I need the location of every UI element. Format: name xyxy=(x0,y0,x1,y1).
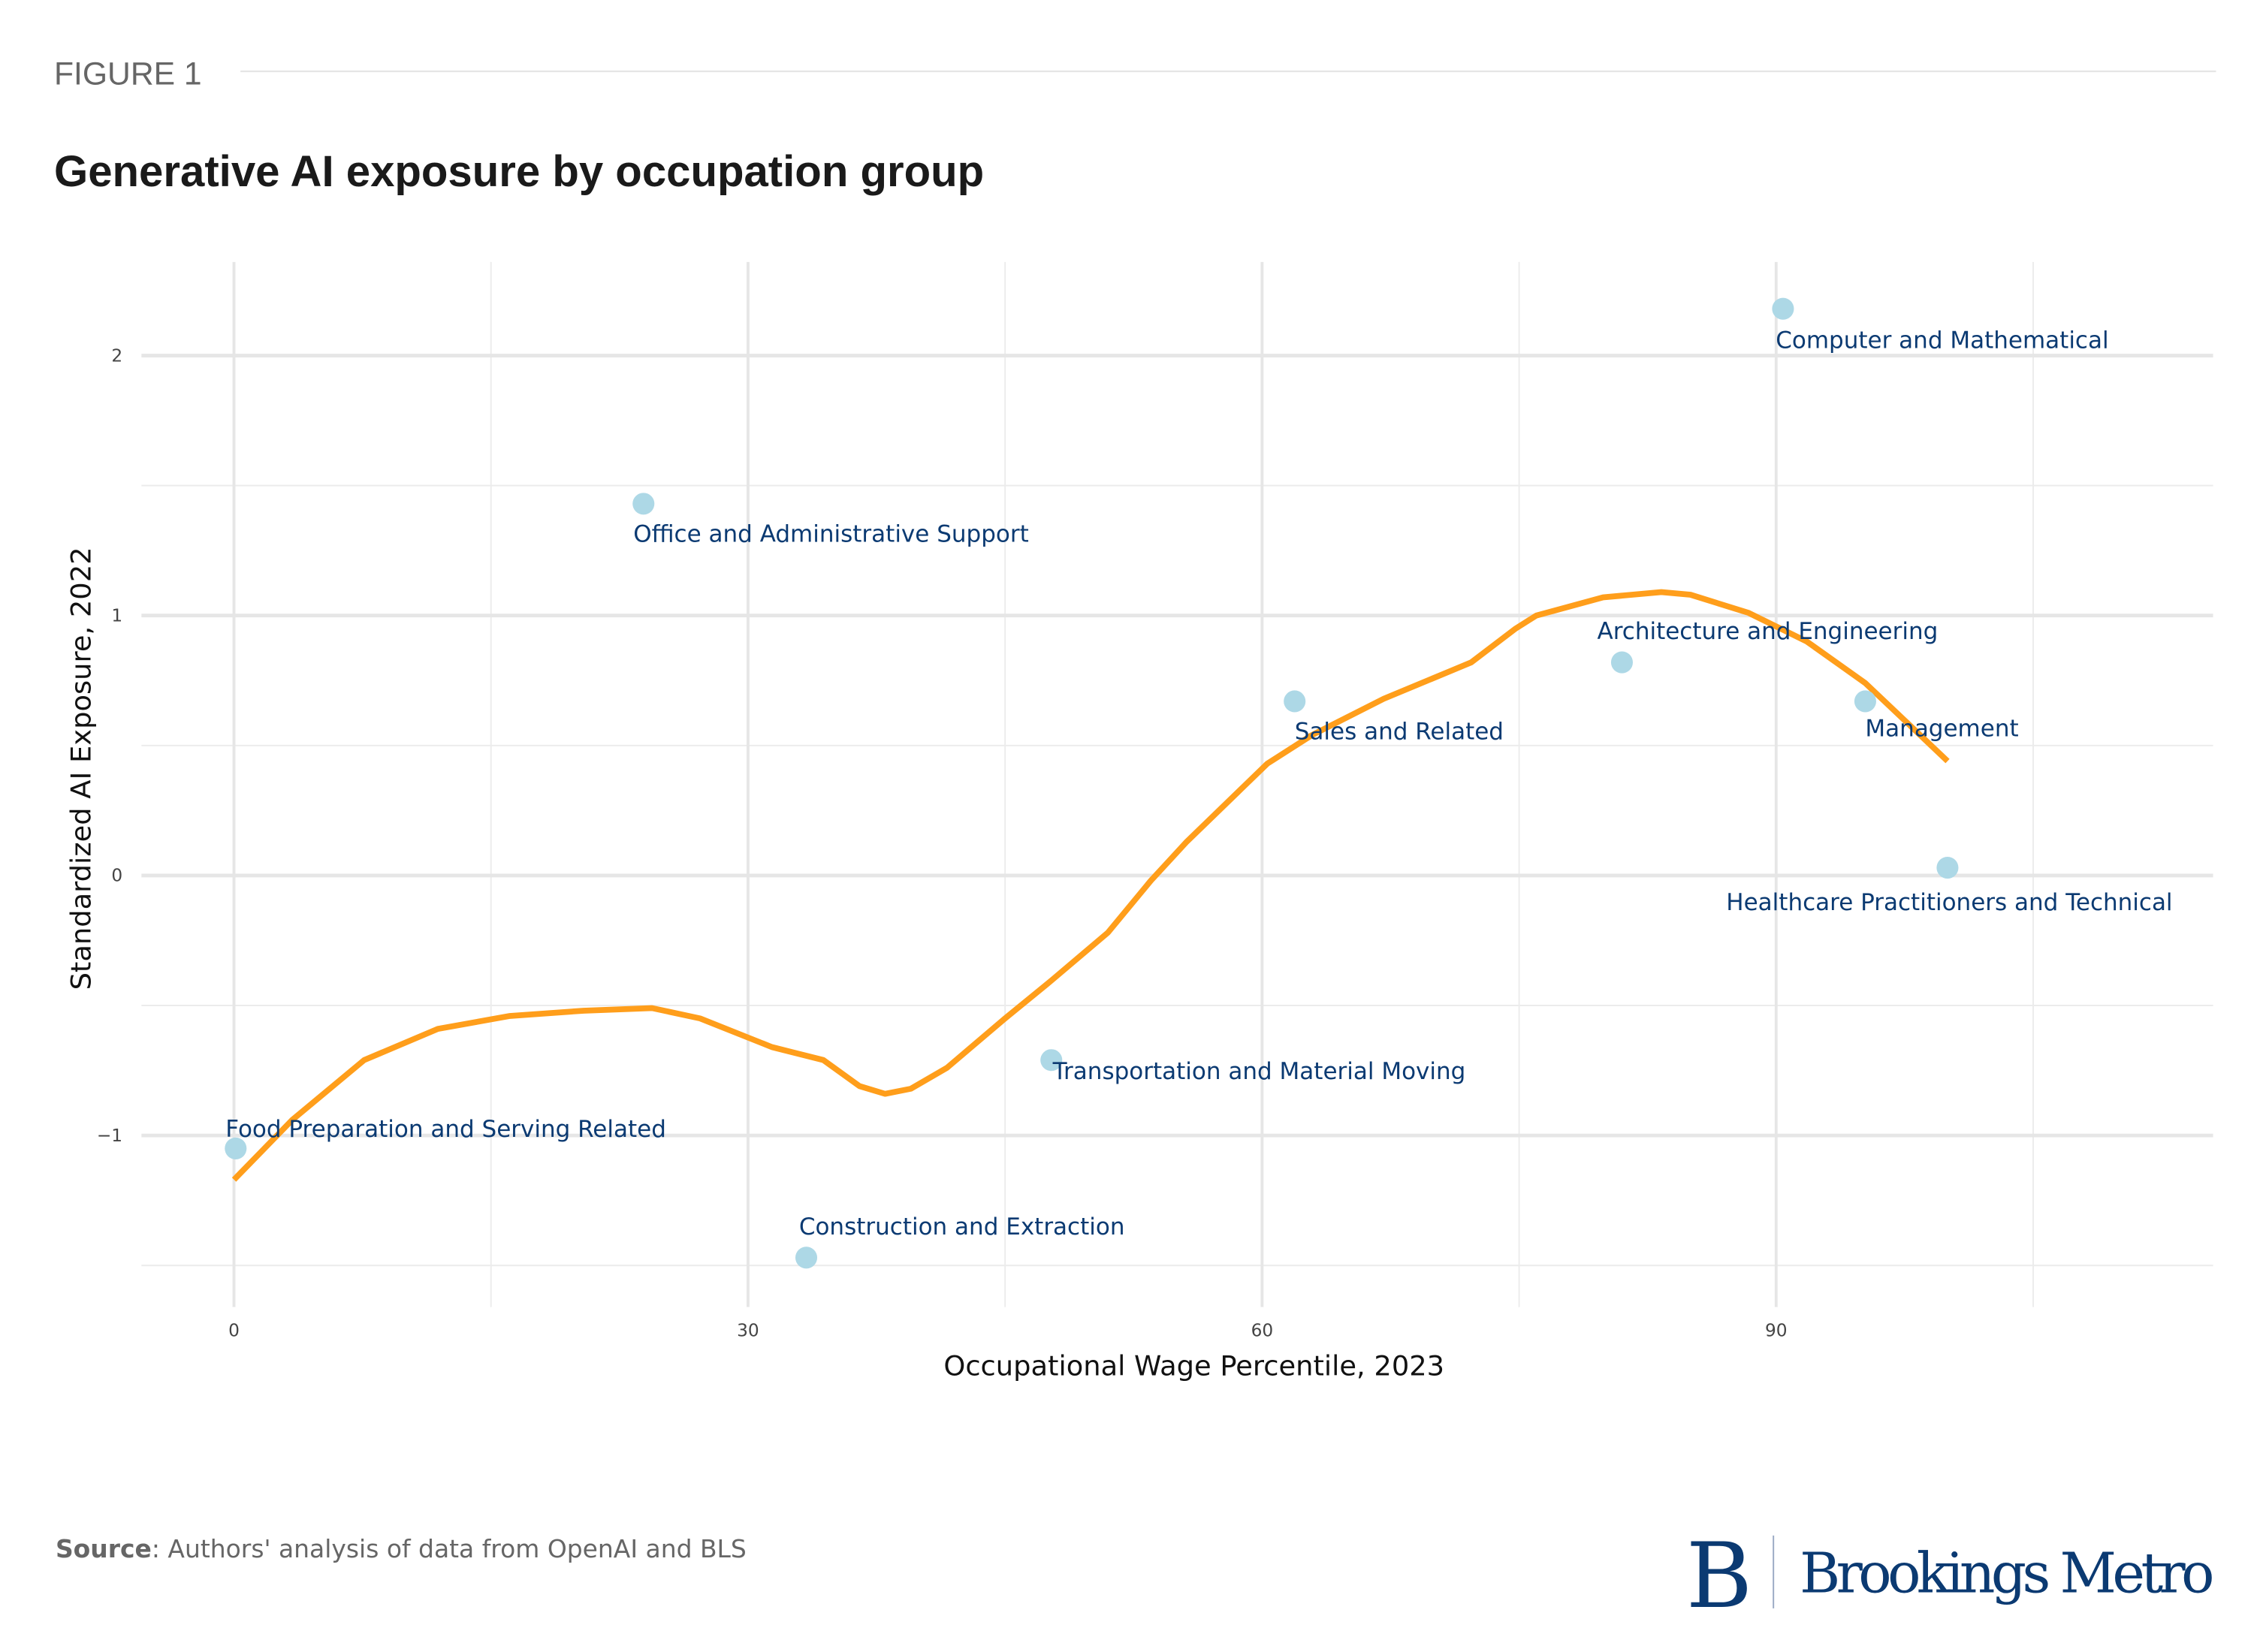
point-label: Transportation and Material Moving xyxy=(1052,1058,1466,1085)
source-text: : Authors' analysis of data from OpenAI … xyxy=(152,1534,747,1563)
data-point xyxy=(632,493,655,515)
y-tick-label: 1 xyxy=(111,605,122,626)
point-label: Management xyxy=(1865,715,2018,742)
tick-labels: 0 30 60 90 −1 0 1 2 xyxy=(97,345,1788,1340)
x-tick-label: 90 xyxy=(1765,1320,1788,1340)
points: Food Preparation and Serving Related Offi… xyxy=(225,297,2173,1269)
data-point xyxy=(1040,1049,1063,1072)
point-label: Food Preparation and Serving Related xyxy=(225,1116,666,1143)
y-tick-label: 0 xyxy=(111,866,122,886)
trend-line xyxy=(231,589,1950,1182)
y-axis-label: Standardized AI Exposure, 2022 xyxy=(65,547,97,990)
data-point xyxy=(1936,857,1959,879)
point-label: Architecture and Engineering xyxy=(1598,618,1939,645)
point-label: Office and Administrative Support xyxy=(633,520,1029,547)
data-point xyxy=(1284,690,1306,713)
data-point xyxy=(1772,297,1794,320)
grid xyxy=(141,261,2213,1307)
point-label: Sales and Related xyxy=(1295,718,1504,745)
logo-text: Brookings Metro xyxy=(1800,1542,2214,1606)
y-tick-label: −1 xyxy=(97,1126,122,1146)
x-tick-label: 0 xyxy=(228,1320,240,1340)
brookings-metro-logo: B Brookings Metro xyxy=(1686,1524,2215,1629)
x-axis-label: Occupational Wage Percentile, 2023 xyxy=(943,1350,1444,1382)
logo-letter: B xyxy=(1686,1524,1752,1629)
source-bold: Source xyxy=(56,1534,152,1563)
source-note: Source: Authors' analysis of data from O… xyxy=(56,1534,747,1563)
data-point xyxy=(225,1137,247,1159)
data-point xyxy=(1854,690,1876,713)
data-point xyxy=(1610,651,1633,674)
data-point xyxy=(795,1247,818,1269)
figure-label: FIGURE 1 xyxy=(54,56,202,92)
point-label: Construction and Extraction xyxy=(799,1213,1125,1241)
point-label: Computer and Mathematical xyxy=(1776,327,2108,354)
point-label: Healthcare Practitioners and Technical xyxy=(1726,889,2172,916)
x-tick-label: 30 xyxy=(737,1320,759,1340)
x-tick-label: 60 xyxy=(1251,1320,1274,1340)
y-tick-label: 2 xyxy=(111,345,122,366)
chart-title: Generative AI exposure by occupation gro… xyxy=(54,147,984,196)
